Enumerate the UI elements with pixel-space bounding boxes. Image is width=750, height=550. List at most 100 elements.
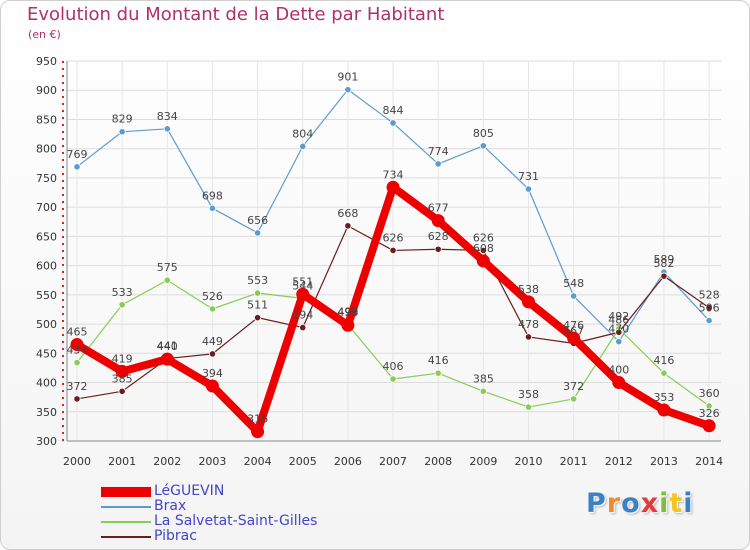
data-point <box>434 369 442 377</box>
data-label: 494 <box>292 309 313 322</box>
x-tick-label: 2008 <box>424 455 452 468</box>
data-label: 486 <box>608 313 629 326</box>
data-point <box>299 323 307 332</box>
data-label: 476 <box>563 319 584 332</box>
data-point <box>254 229 262 237</box>
y-tick-label: 800 <box>36 143 57 156</box>
data-label: 416 <box>653 354 674 367</box>
data-point <box>570 292 578 300</box>
data-point <box>705 316 713 325</box>
data-label: 467 <box>563 324 584 337</box>
data-label: 449 <box>202 335 223 348</box>
x-tick-label: 2007 <box>379 455 407 468</box>
data-point <box>702 419 716 433</box>
legend-label: Pibrac <box>154 528 197 544</box>
data-point <box>434 160 442 168</box>
data-point <box>705 402 713 410</box>
data-point <box>208 305 217 313</box>
data-label: 316 <box>247 413 268 426</box>
data-label: 394 <box>202 367 223 380</box>
data-label: 829 <box>112 113 133 126</box>
data-point <box>660 369 668 377</box>
data-point <box>524 185 533 193</box>
data-point <box>73 395 81 403</box>
legend-label: Brax <box>154 498 187 514</box>
data-point <box>344 222 352 230</box>
y-tick-label: 300 <box>36 435 57 448</box>
data-point <box>296 287 310 301</box>
data-point <box>431 214 445 228</box>
data-label: 528 <box>699 289 720 302</box>
data-label: 901 <box>337 71 358 84</box>
data-label: 406 <box>383 360 404 373</box>
data-point <box>389 246 397 255</box>
data-label: 582 <box>653 257 674 270</box>
data-label: 326 <box>699 407 720 420</box>
data-label: 544 <box>292 279 313 292</box>
data-label: 734 <box>383 168 404 181</box>
logo-letter: P <box>586 488 607 519</box>
legend-label: LéGUEVIN <box>154 483 225 499</box>
data-label: 551 <box>292 275 313 288</box>
data-label: 465 <box>67 326 88 339</box>
data-point <box>615 328 623 336</box>
data-point <box>612 376 626 390</box>
data-label: 804 <box>292 127 313 140</box>
x-tick-label: 2014 <box>695 455 723 468</box>
y-tick-label: 600 <box>36 260 57 273</box>
data-label: 470 <box>608 323 629 336</box>
x-tick-label: 2005 <box>289 455 317 468</box>
data-point <box>389 119 397 127</box>
data-label: 553 <box>247 274 268 287</box>
data-point <box>160 352 174 366</box>
data-label: 608 <box>473 242 494 255</box>
data-label: 372 <box>67 380 88 393</box>
data-label: 774 <box>428 145 449 158</box>
x-tick-label: 2010 <box>515 455 543 468</box>
data-point <box>115 364 129 378</box>
x-tick-label: 2000 <box>63 455 91 468</box>
data-point <box>389 375 397 383</box>
y-tick-label: 700 <box>36 201 57 214</box>
data-point <box>299 142 307 150</box>
data-label: 731 <box>518 170 539 183</box>
logo-letter: x <box>640 488 660 519</box>
data-label: 353 <box>653 391 674 404</box>
data-point <box>386 180 400 194</box>
logo-letter: t <box>669 488 684 519</box>
data-label: 511 <box>247 299 268 312</box>
data-point <box>476 254 490 268</box>
data-label: 769 <box>67 148 88 161</box>
data-point <box>118 301 126 309</box>
y-tick-label: 500 <box>36 318 57 331</box>
data-label: 400 <box>608 364 629 377</box>
y-tick-label: 900 <box>36 84 57 97</box>
data-point <box>524 403 533 411</box>
legend-item: LéGUEVIN <box>101 483 361 499</box>
data-label: 698 <box>202 189 223 202</box>
data-point <box>522 295 535 309</box>
data-point <box>70 338 84 352</box>
chart-title: Evolution du Montant de la Dette par Hab… <box>27 4 445 25</box>
data-label: 575 <box>157 261 178 274</box>
legend-swatch <box>101 521 151 523</box>
x-tick-label: 2001 <box>108 455 136 468</box>
data-point <box>208 204 217 212</box>
data-point <box>344 86 352 94</box>
data-point <box>205 379 219 393</box>
data-point <box>208 350 217 358</box>
x-tick-label: 2003 <box>198 455 226 468</box>
data-label: 626 <box>473 231 494 244</box>
data-label: 385 <box>473 372 494 385</box>
y-tick-label: 750 <box>36 172 57 185</box>
data-point <box>341 318 355 332</box>
data-label: 526 <box>202 290 223 303</box>
data-label: 805 <box>473 127 494 140</box>
data-label: 538 <box>518 283 539 296</box>
data-label: 498 <box>337 306 358 319</box>
proxiti-logo: Proxiti <box>586 488 694 519</box>
y-tick-label: 950 <box>36 55 57 68</box>
data-label: 416 <box>428 354 449 367</box>
data-point <box>479 142 487 150</box>
